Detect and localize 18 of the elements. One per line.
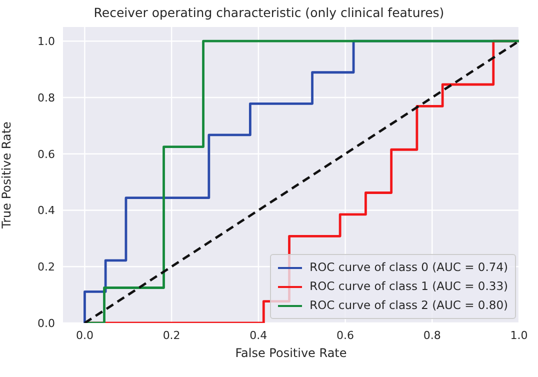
legend-label: ROC curve of class 2 (AUC = 0.80) bbox=[310, 297, 508, 314]
x-tick-label: 0.8 bbox=[423, 328, 441, 342]
y-tick-label: 0.8 bbox=[38, 91, 55, 104]
y-tick-label: 0.4 bbox=[38, 204, 55, 218]
legend-label: ROC curve of class 0 (AUC = 0.74) bbox=[310, 259, 508, 276]
x-tick-label: 0.4 bbox=[250, 328, 268, 342]
y-tick-label: 1.0 bbox=[38, 35, 55, 48]
x-tick-label: 1.0 bbox=[510, 328, 528, 342]
y-tick-label: 0.6 bbox=[38, 148, 55, 161]
legend-label: ROC curve of class 1 (AUC = 0.33) bbox=[310, 278, 508, 295]
x-tick-label: 0.2 bbox=[162, 328, 180, 342]
x-axis-title: False Positive Rate bbox=[235, 346, 347, 360]
x-tick-label: 0.6 bbox=[336, 328, 354, 342]
y-axis-title: True Positive Rate bbox=[0, 122, 14, 230]
y-tick-label: 0.2 bbox=[38, 260, 55, 274]
chart-title: Receiver operating characteristic (only clinical features) bbox=[92, 5, 446, 20]
x-tick-label: 0.0 bbox=[76, 328, 94, 342]
y-tick-label: 0.0 bbox=[38, 316, 55, 330]
